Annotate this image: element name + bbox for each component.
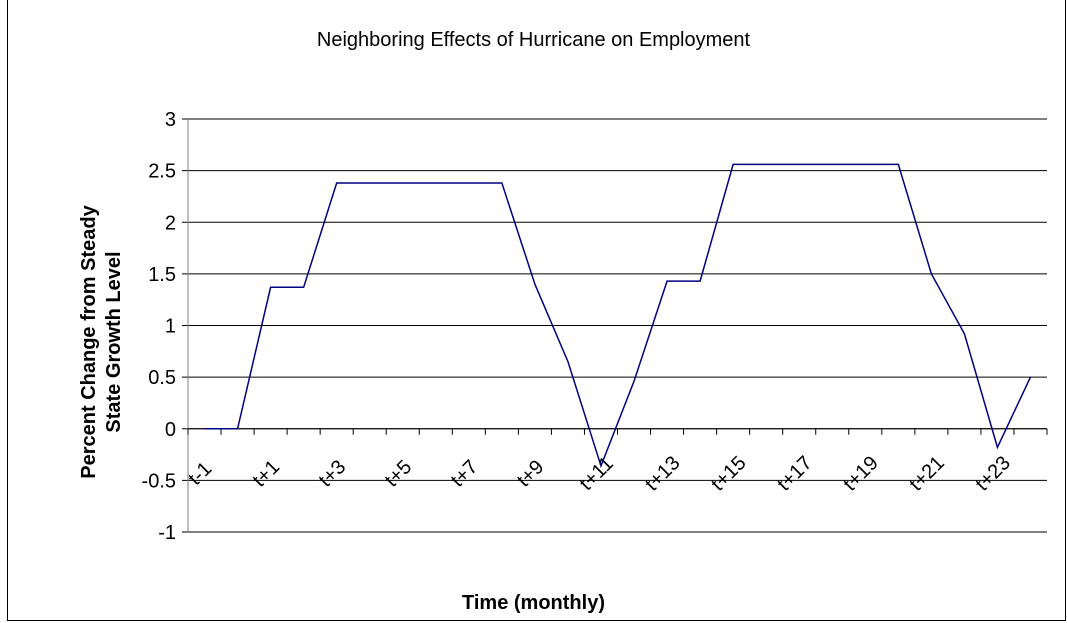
- y-tick-label: -1: [158, 522, 176, 544]
- x-tick-label: t+23: [971, 452, 1014, 495]
- y-tick-label: -0.5: [142, 470, 176, 492]
- chart-title: Neighboring Effects of Hurricane on Empl…: [316, 29, 751, 51]
- x-tick-label: t-1: [184, 458, 216, 490]
- x-axis-label: Time (monthly): [462, 592, 605, 614]
- x-tick-label: t+3: [315, 456, 351, 492]
- y-tick-label: 2: [165, 212, 176, 234]
- x-tick-label: t+21: [905, 452, 948, 495]
- x-tick-label: t+15: [707, 452, 750, 495]
- y-tick-label: 2.5: [148, 161, 176, 183]
- y-tick-label: 0.5: [148, 367, 176, 389]
- series-line: [204, 163, 1032, 469]
- x-tick-label: t+19: [839, 452, 882, 495]
- x-tick-label: t+9: [513, 456, 549, 492]
- x-tick-label: t+11: [576, 453, 618, 495]
- y-tick-label: 1: [165, 316, 176, 338]
- x-tick-label: t+13: [641, 452, 684, 495]
- y-tick-label: 0: [165, 419, 176, 441]
- y-tick-label: 1.5: [148, 264, 176, 286]
- x-tick-label: t+17: [773, 452, 816, 495]
- x-tick-label: t+5: [381, 456, 417, 492]
- chart-frame: [7, 0, 1066, 621]
- x-tick-label: t+1: [249, 456, 285, 492]
- x-tick-label: t+7: [447, 456, 483, 492]
- y-tick-label: 3: [165, 109, 176, 131]
